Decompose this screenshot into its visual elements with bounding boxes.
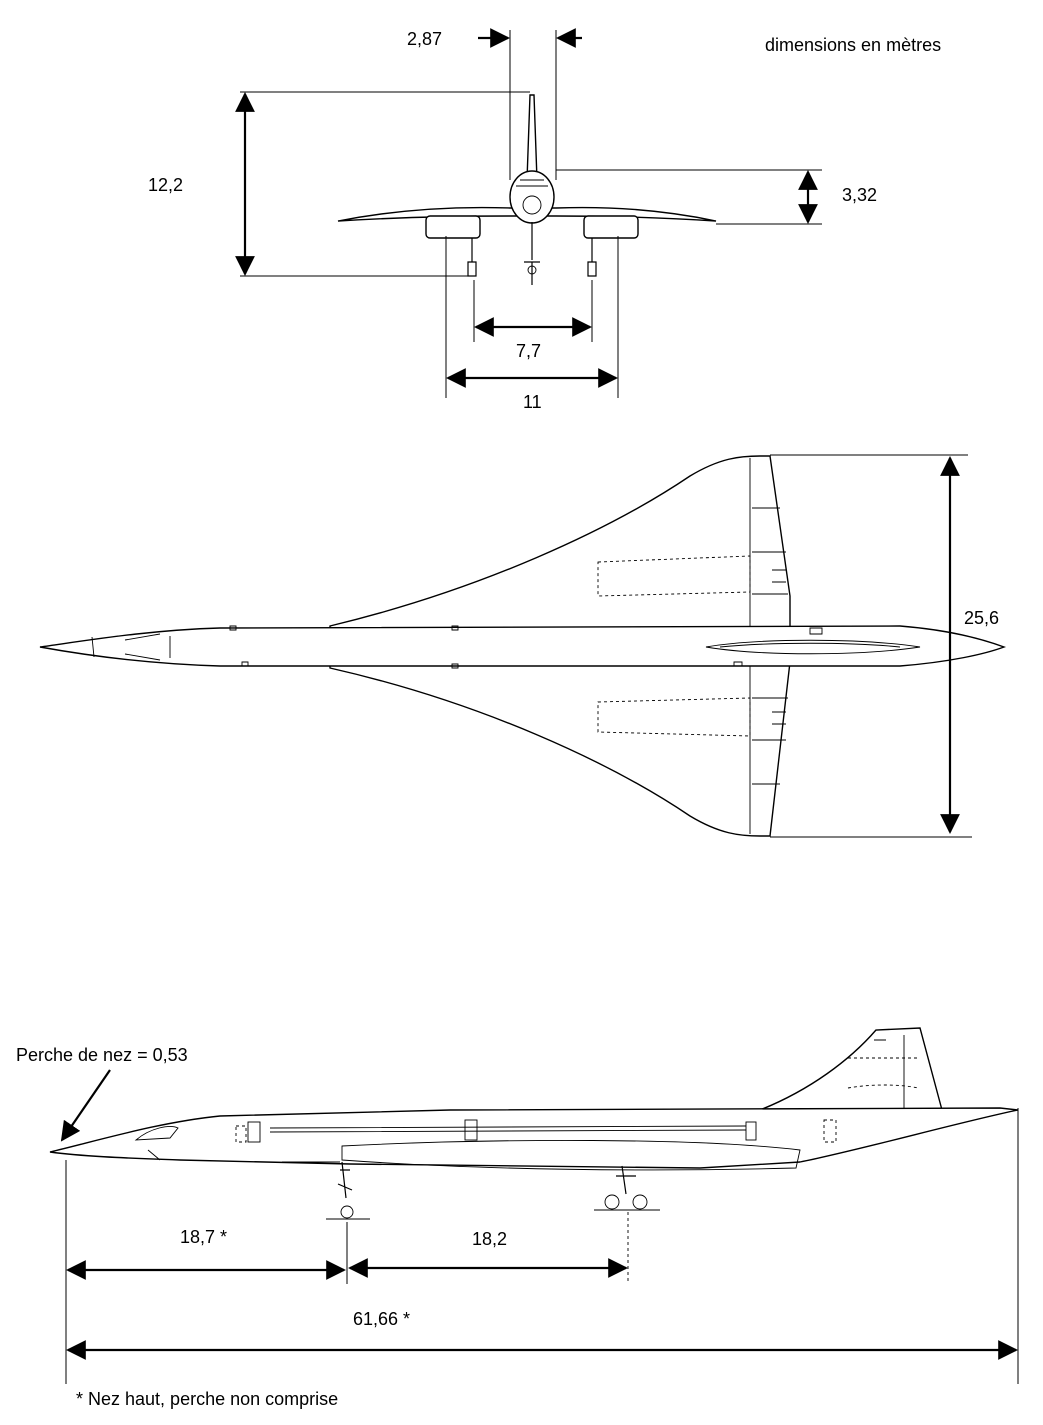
gear-track-label: 7,7 <box>516 341 541 361</box>
nose-probe-label: Perche de nez = 0,53 <box>16 1045 188 1065</box>
wheelbase-label: 18,2 <box>472 1229 507 1249</box>
nose-to-main-gear-label: 18,7 * <box>180 1227 227 1247</box>
fin-width-label: 2,87 <box>407 29 442 49</box>
units-note: dimensions en mètres <box>765 35 941 55</box>
overall-length-label: 61,66 * <box>353 1309 410 1329</box>
front-nacelle-left <box>425 215 481 239</box>
front-nacelle-right <box>583 215 639 239</box>
fuselage-height-label: 3,32 <box>842 185 877 205</box>
side-fuselage <box>49 1107 1019 1169</box>
wingspan-label: 25,6 <box>964 608 999 628</box>
front-fin <box>526 94 538 181</box>
front-fuselage <box>509 170 555 224</box>
top-view: 25,6 <box>39 454 1007 838</box>
footnote: * Nez haut, perche non comprise <box>76 1389 338 1409</box>
top-fuselage <box>39 625 1007 667</box>
side-fin <box>759 1027 943 1111</box>
engine-span-label: 11 <box>523 392 542 412</box>
side-view: Perche de nez = 0,53 18,7 * 18,2 61,66 * <box>16 1027 1019 1384</box>
front-view: 2,87 12,2 3,32 7,7 11 <box>148 28 877 412</box>
height-label: 12,2 <box>148 175 183 195</box>
